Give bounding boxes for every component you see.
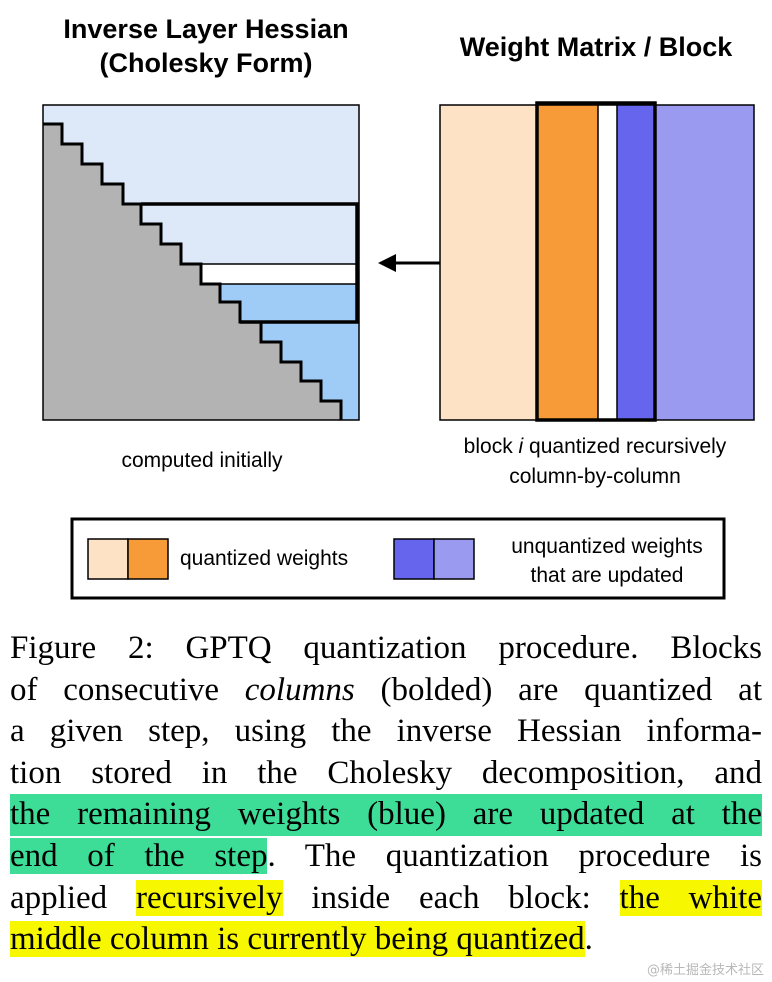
legend-unquantized-label: unquantized weights that are updated (511, 535, 703, 587)
hessian-title-line2: (Cholesky Form) (99, 48, 313, 78)
watermark: @稀土掘金技术社区 (646, 963, 764, 978)
legend-quantized-label: quantized weights (180, 547, 349, 570)
block-index-variable: i (518, 435, 524, 458)
caption-line: a given step, using the inverse Hessian … (10, 713, 762, 750)
caption-line: Figure 2: GPTQ quantization procedure. B… (10, 630, 762, 666)
weights-block-outline (535, 101, 657, 422)
weights-current-column (598, 103, 617, 420)
figure-caption: Figure 2: GPTQ quantization procedure. B… (10, 628, 762, 961)
caption-line: tion stored in the Cholesky decompositio… (10, 754, 762, 791)
hessian-label: computed initially (121, 449, 283, 472)
legend-swatch-orange (127, 538, 169, 580)
caption-line: middle column is currently being quantiz… (10, 921, 593, 958)
hessian-title-line1: Inverse Layer Hessian (63, 14, 349, 44)
weight-matrix-label: block i quantized recursively column-by-… (425, 432, 765, 492)
hessian-title: Inverse Layer Hessian (Cholesky Form) (20, 12, 392, 80)
link-arrow-left-head (378, 254, 396, 272)
weight-matrix-label-line2: column-by-column (509, 465, 681, 488)
weight-matrix-label-line1: block i quantized recursively (463, 435, 727, 458)
caption-highlight-green: the remaining weights (blue) are updated… (10, 794, 762, 836)
legend-swatch-blue (393, 538, 435, 580)
legend-swatch-lavender (433, 538, 475, 580)
hessian-block-outline (141, 202, 359, 324)
caption-line: applied recursively inside each block: t… (10, 879, 762, 916)
caption-line: end of the step. The quantization proced… (10, 837, 762, 874)
weights-quantized-block (538, 103, 598, 420)
caption-line: of consecutive columns (bolded) are quan… (10, 671, 762, 708)
weights-updated-block (617, 103, 655, 420)
hessian-border (42, 104, 360, 421)
weights-unquantized-rest (655, 105, 754, 420)
hessian-lower-triangle (43, 105, 359, 420)
gptq-diagram (42, 101, 755, 600)
legend-swatch-peach (87, 538, 129, 580)
weights-quantized-prior (440, 105, 538, 420)
weight-matrix-title: Weight Matrix / Block (459, 32, 733, 62)
hessian-current-row (201, 264, 359, 284)
